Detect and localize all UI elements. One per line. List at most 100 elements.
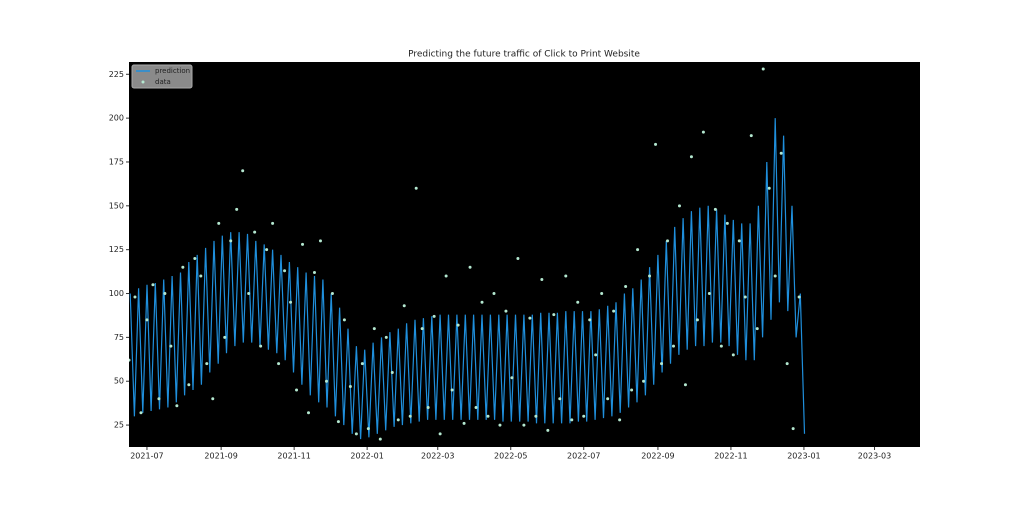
data-point	[480, 300, 484, 304]
data-point	[366, 427, 370, 431]
data-point	[205, 362, 209, 366]
data-point	[612, 309, 616, 313]
data-point	[701, 130, 705, 134]
data-point	[683, 383, 687, 387]
data-point	[432, 314, 436, 318]
data-point	[396, 418, 400, 422]
data-point	[570, 418, 574, 422]
data-point	[791, 427, 795, 431]
data-point	[456, 323, 460, 327]
data-point	[336, 420, 340, 424]
data-point	[642, 379, 646, 383]
data-point	[277, 362, 281, 366]
data-point	[283, 269, 287, 273]
y-tick-label: 75	[114, 333, 124, 342]
data-point	[749, 134, 753, 138]
data-point	[187, 383, 191, 387]
data-point	[312, 270, 316, 274]
data-point	[666, 239, 670, 243]
data-point	[677, 204, 681, 208]
data-point	[372, 327, 376, 331]
x-tick-label: 2022-07	[567, 452, 600, 461]
data-point	[129, 358, 131, 362]
data-point	[229, 239, 233, 243]
x-tick-label: 2022-01	[350, 452, 383, 461]
x-tick-label: 2021-11	[277, 452, 310, 461]
data-point	[594, 353, 598, 357]
data-point	[546, 428, 550, 432]
x-tick-label: 2022-11	[714, 452, 747, 461]
data-point	[648, 274, 652, 278]
data-point	[163, 292, 167, 296]
data-point	[737, 239, 741, 243]
data-point	[695, 318, 699, 322]
legend-label: prediction	[155, 67, 190, 75]
data-point	[271, 221, 275, 225]
data-point	[265, 248, 269, 252]
legend-label: data	[155, 78, 171, 86]
data-point	[504, 309, 508, 313]
data-point	[408, 414, 412, 418]
data-point	[779, 151, 783, 155]
data-point	[606, 397, 610, 401]
x-tick-label: 2023-03	[858, 452, 891, 461]
data-point	[390, 370, 394, 374]
data-point	[444, 274, 448, 278]
y-tick-label: 175	[109, 157, 124, 166]
data-point	[193, 256, 197, 260]
data-point	[342, 318, 346, 322]
legend-swatch	[141, 80, 145, 84]
data-point	[133, 295, 137, 299]
data-point	[247, 292, 251, 296]
data-point	[402, 304, 406, 308]
data-point	[414, 186, 418, 190]
data-point	[761, 67, 765, 71]
data-point	[767, 186, 771, 190]
data-point	[576, 300, 580, 304]
plot-area	[129, 62, 920, 447]
prediction-line	[129, 118, 806, 440]
data-point	[743, 295, 747, 299]
data-point	[384, 335, 388, 339]
x-tick-label: 2023-01	[787, 452, 820, 461]
data-point	[420, 327, 424, 331]
data-point	[755, 327, 759, 331]
data-point	[139, 411, 143, 415]
data-point	[552, 313, 556, 317]
data-point	[486, 414, 490, 418]
data-point	[660, 362, 664, 366]
data-point	[330, 292, 334, 296]
y-tick-label: 100	[109, 289, 124, 298]
data-point	[259, 344, 263, 348]
data-point	[564, 274, 568, 278]
x-tick-label: 2022-05	[494, 452, 527, 461]
data-point	[462, 421, 466, 425]
data-point	[713, 207, 717, 211]
data-point	[468, 265, 472, 269]
data-point	[510, 376, 514, 380]
data-point	[474, 406, 478, 410]
data-point	[522, 423, 526, 427]
data-point	[151, 283, 155, 287]
data-point	[175, 404, 179, 408]
data-point	[731, 353, 735, 357]
data-point	[773, 274, 777, 278]
data-point	[181, 265, 185, 269]
data-point	[630, 388, 634, 392]
data-point	[169, 344, 173, 348]
data-point	[348, 384, 352, 388]
y-tick-label: 125	[109, 245, 124, 254]
data-point	[719, 344, 723, 348]
plot	[129, 67, 806, 441]
data-point	[689, 155, 693, 159]
data-point	[354, 432, 358, 436]
data-point	[253, 230, 257, 234]
data-point	[785, 362, 789, 366]
data-point	[199, 274, 203, 278]
data-point	[797, 295, 801, 299]
data-point	[426, 406, 430, 410]
data-point	[528, 316, 532, 320]
y-tick-label: 200	[109, 114, 124, 123]
data-point	[307, 411, 311, 415]
y-tick-label: 50	[114, 377, 124, 386]
